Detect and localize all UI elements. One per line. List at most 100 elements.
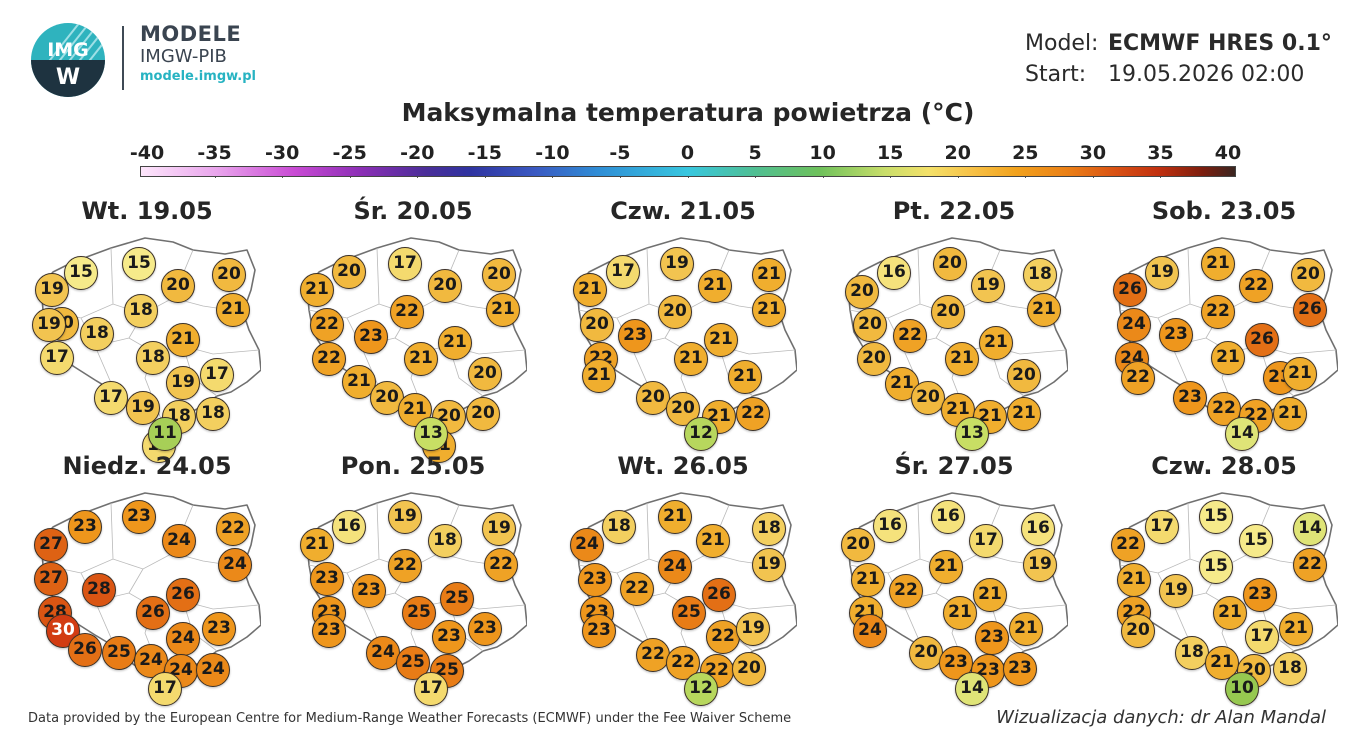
temperature-marker: 21 <box>342 365 376 399</box>
temperature-marker: 26 <box>166 578 200 612</box>
temperature-marker: 21 <box>943 596 977 630</box>
temperature-marker: 15 <box>1199 550 1233 584</box>
day-title: Wt. 19.05 <box>81 197 213 225</box>
temperature-marker: 17 <box>40 341 74 375</box>
temperature-marker: 23 <box>939 646 973 680</box>
temperature-marker: 21 <box>582 359 616 393</box>
temperature-marker: 18 <box>1175 636 1209 670</box>
temperature-marker: 22 <box>390 295 424 329</box>
svg-text:IMG: IMG <box>47 39 89 61</box>
temperature-marker: 15 <box>1239 524 1273 558</box>
temperature-marker: 27 <box>34 562 68 596</box>
temperature-marker: 25 <box>396 646 430 680</box>
temperature-marker: 23 <box>122 500 156 534</box>
temperature-marker: 20 <box>1291 258 1325 292</box>
start-label: Start: <box>1025 62 1087 87</box>
temperature-marker: 14 <box>1225 417 1259 451</box>
scale-label: 10 <box>809 142 836 164</box>
day-title: Niedz. 24.05 <box>62 452 232 480</box>
temperature-marker: 24 <box>166 622 200 656</box>
temperature-marker: 25 <box>402 596 436 630</box>
temperature-marker: 22 <box>1239 269 1273 303</box>
temperature-marker: 17 <box>94 381 128 415</box>
start-value: 19.05.2026 02:00 <box>1108 62 1305 87</box>
temperature-marker: 23 <box>68 510 102 544</box>
temperature-marker: 21 <box>973 578 1007 612</box>
temperature-marker: 20 <box>428 269 462 303</box>
day-map: 1915152020201821191821171819171719181817… <box>32 228 261 463</box>
data-credit: Data provided by the European Centre for… <box>28 711 792 726</box>
scale-label: 15 <box>876 142 904 164</box>
temperature-marker: 21 <box>300 528 334 562</box>
temperature-color-scale <box>140 166 1236 177</box>
temperature-marker: 26 <box>702 578 736 612</box>
temperature-marker: 13 <box>414 417 448 451</box>
temperature-marker: 21 <box>486 293 520 327</box>
temperature-marker: 24 <box>366 636 400 670</box>
temperature-marker: 21 <box>1201 247 1235 281</box>
temperature-marker: 25 <box>102 636 136 670</box>
temperature-marker: 22 <box>216 512 250 546</box>
temperature-marker: 20 <box>841 528 875 562</box>
temperature-marker: 19 <box>388 500 422 534</box>
temperature-marker: 23 <box>202 612 236 646</box>
temperature-marker: 21 <box>166 323 200 357</box>
temperature-marker: 19 <box>1159 574 1193 608</box>
day-title: Pt. 22.05 <box>892 197 1016 225</box>
temperature-marker: 17 <box>1145 510 1179 544</box>
temperature-marker: 21 <box>851 563 885 597</box>
temperature-marker: 22 <box>484 548 518 582</box>
temperature-marker: 20 <box>931 295 965 329</box>
temperature-marker: 23 <box>432 620 466 654</box>
temperature-marker: 18 <box>428 524 462 558</box>
temperature-marker: 25 <box>672 596 706 630</box>
temperature-marker: 13 <box>955 417 989 451</box>
temperature-marker: 18 <box>124 294 158 328</box>
temperature-marker: 11 <box>148 417 182 451</box>
temperature-marker: 19 <box>35 273 69 307</box>
temperature-marker: 20 <box>933 247 967 281</box>
day-map: 21 16 19 18 19 23 22 22 23 23 25 23 25 23 23 24 25 25 17 <box>299 483 527 706</box>
temperature-marker: 20 <box>909 636 943 670</box>
temperature-marker: 20 <box>212 258 246 292</box>
temperature-marker: 24 <box>218 548 252 582</box>
temperature-marker: 19 <box>482 512 516 546</box>
temperature-marker: 26 <box>1245 323 1279 357</box>
temperature-marker: 20 <box>482 258 516 292</box>
temperature-marker: 28 <box>82 573 116 607</box>
scale-label: 35 <box>1147 142 1174 164</box>
day-title: Czw. 28.05 <box>1151 452 1297 480</box>
brand-url[interactable]: modele.imgw.pl <box>140 69 256 84</box>
day-map: 27 23 23 24 22 27 24 28 28 26 30 26 26 24 23 25 24 24 24 17 <box>33 483 261 706</box>
temperature-marker: 16 <box>877 256 911 290</box>
temperature-marker: 16 <box>332 510 366 544</box>
temperature-marker: 21 <box>752 293 786 327</box>
day-title: Śr. 27.05 <box>894 452 1014 480</box>
temperature-marker: 10 <box>1225 672 1259 706</box>
temperature-marker: 17 <box>969 524 1003 558</box>
temperature-marker: 26 <box>136 596 170 630</box>
temperature-marker: 20 <box>911 381 945 415</box>
temperature-marker: 21 <box>945 342 979 376</box>
temperature-marker: 20 <box>468 357 502 391</box>
temperature-marker: 18 <box>136 341 170 375</box>
temperature-marker: 19 <box>752 548 786 582</box>
temperature-marker: 20 <box>161 269 195 303</box>
temperature-marker: 22 <box>310 308 344 342</box>
temperature-marker: 18 <box>602 510 636 544</box>
temperature-marker: 20 <box>1007 359 1041 393</box>
temperature-marker: 22 <box>706 620 740 654</box>
temperature-marker: 21 <box>704 323 738 357</box>
temperature-marker: 24 <box>658 550 692 584</box>
temperature-marker: 18 <box>1273 652 1307 686</box>
temperature-marker: 16 <box>873 509 907 543</box>
temperature-marker: 21 <box>1283 357 1317 391</box>
temperature-marker: 19 <box>32 308 66 342</box>
scale-label: 40 <box>1214 142 1242 164</box>
temperature-marker: 20 <box>857 342 891 376</box>
temperature-marker: 22 <box>312 342 346 376</box>
scale-label: 0 <box>680 142 695 164</box>
day-map: 21 17 19 21 21 20 20 21 22 23 21 21 21 21 20 20 21 22 12 <box>569 228 797 451</box>
temperature-marker: 26 <box>1113 273 1147 307</box>
brand-name: MODELE <box>140 22 242 46</box>
